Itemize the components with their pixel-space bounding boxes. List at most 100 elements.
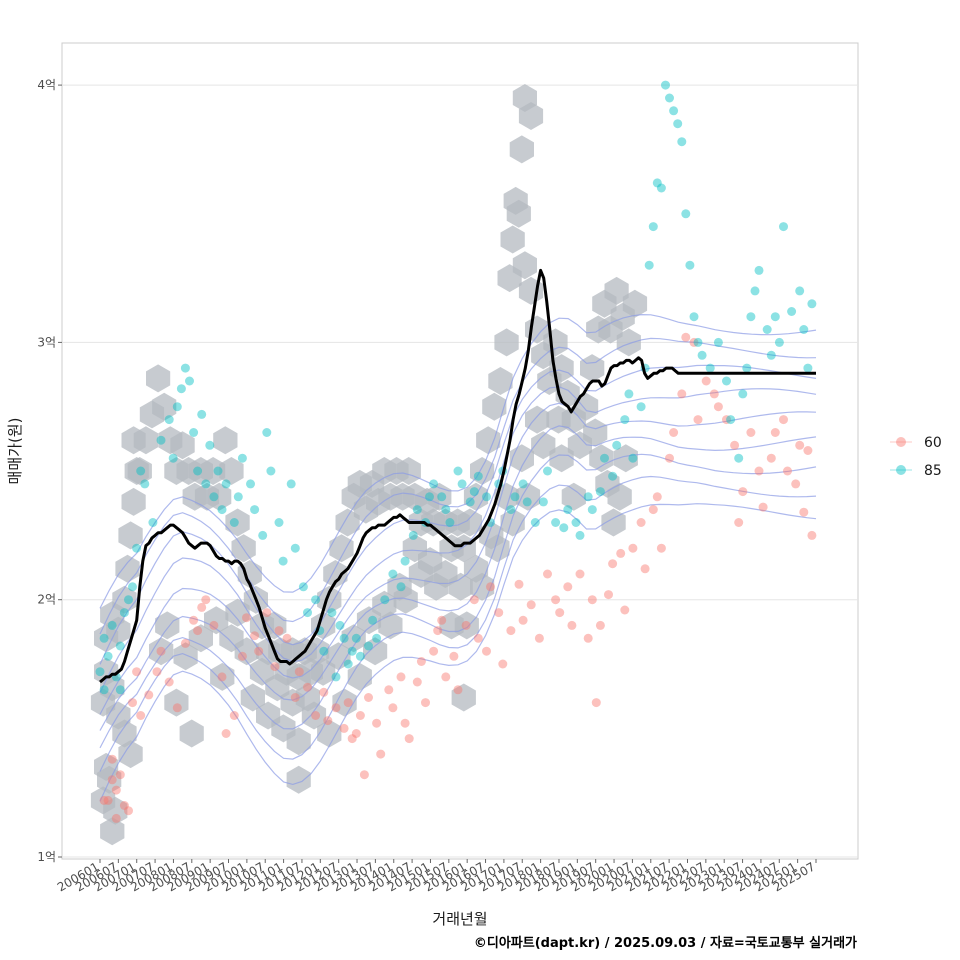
point-85-73 [465,497,475,507]
point-60-90 [628,543,638,553]
point-60-61 [441,672,451,682]
point-60-24 [221,729,231,738]
point-60-23 [217,672,227,682]
hexbin-141 [515,482,541,511]
hexbin-167 [525,405,550,434]
hexbin-17 [133,426,158,455]
point-60-43 [347,734,357,744]
point-60-108 [738,487,748,497]
point-60-80 [567,620,577,630]
point-85-32 [233,492,243,502]
point-85-83 [522,497,532,507]
point-85-9 [124,595,133,605]
point-60-111 [758,502,768,512]
point-60-118 [799,507,809,517]
point-60-113 [770,428,780,437]
point-60-115 [783,466,792,476]
point-60-83 [587,595,597,605]
trend-line-layer [99,268,816,684]
point-60-109 [746,428,756,437]
point-85-33 [237,453,247,463]
hexbin-16 [127,457,152,485]
point-60-36 [303,682,312,692]
hexbin-31 [219,457,244,485]
hexbin-157 [372,590,397,619]
point-85-61 [396,582,406,592]
point-60-78 [555,608,565,618]
point-85-10 [128,582,137,592]
hexbin-28 [201,457,226,485]
point-60-19 [193,626,203,636]
point-85-58 [372,633,382,643]
hexbin-99 [604,276,629,305]
point-60-87 [608,559,618,569]
point-60-85 [595,620,605,630]
point-85-50 [335,620,345,630]
point-85-35 [250,505,260,515]
point-60-117 [795,440,805,450]
point-60-18 [189,615,199,625]
point-85-7 [119,608,129,618]
point-60-116 [791,479,801,489]
point-85-48 [327,608,337,618]
point-60-20 [197,602,207,612]
point-85-115 [693,337,703,347]
point-85-40 [278,556,288,566]
density-contour-7 [99,337,817,635]
point-60-50 [384,685,394,695]
hexbin-125 [286,727,311,756]
hexbin-142 [531,431,556,460]
point-85-25 [201,479,211,489]
hexbin-74 [482,392,507,421]
hexbin-110 [549,444,574,473]
point-85-45 [311,595,321,605]
legend-key-60-point [896,437,906,447]
point-85-34 [246,479,255,489]
point-85-14 [148,518,158,527]
hexbin-71 [463,482,489,511]
point-60-21 [201,595,211,605]
density-contour-layer [99,313,817,802]
hexbin-131 [363,637,388,666]
hexbin-60 [396,457,421,485]
hexbin-102 [622,289,648,318]
point-60-10 [132,667,142,677]
point-85-4 [107,620,117,630]
hexbin-50 [335,508,360,537]
density-contour-3 [99,425,817,731]
point-60-65 [469,595,479,605]
point-60-103 [709,389,719,399]
point-85-122 [738,389,748,399]
point-85-130 [774,337,784,347]
point-60-95 [656,543,666,553]
hexbin-78 [500,225,525,254]
point-85-47 [319,646,329,656]
hexbin-115 [118,740,143,769]
point-85-57 [368,615,378,625]
point-85-111 [677,137,687,147]
point-60-105 [722,415,731,425]
y-axis-title: 매매가(원) [6,418,24,485]
caption: ©디아파트(dapt.kr) / 2025.09.03 / 자료=국토교통부 실… [474,935,857,951]
hexbin-116 [94,752,119,781]
point-85-67 [429,479,439,489]
point-60-59 [433,626,443,636]
point-60-82 [583,633,593,643]
point-85-105 [652,178,662,188]
point-85-116 [697,350,707,360]
legend-label-60: 60 [924,435,942,451]
hexbin-144 [173,642,198,671]
point-60-2 [107,775,117,785]
x-axis: 2006012006072007012007072008012008072009… [55,859,818,895]
density-contour-5 [99,386,817,694]
hexbin-106 [595,469,620,498]
point-60-11 [136,711,146,720]
point-60-17 [180,638,190,648]
point-60-120 [807,530,817,540]
hexbin-76 [494,328,519,357]
point-60-99 [681,332,691,342]
hexbin-23 [170,431,195,460]
hexbin-80 [509,135,534,164]
point-85-71 [453,466,463,476]
point-60-114 [779,415,788,425]
